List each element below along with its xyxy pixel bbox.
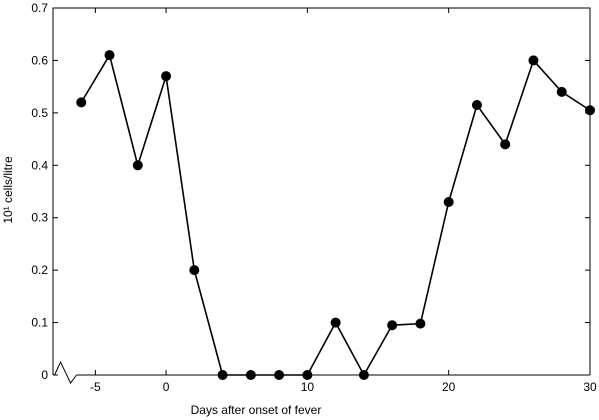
y-tick-label: 0.5 <box>31 106 48 120</box>
data-point <box>189 265 200 276</box>
plot-frame <box>52 7 591 375</box>
y-tick-label: 0.4 <box>31 158 48 172</box>
data-point <box>76 97 87 108</box>
x-axis: -5 0 10 20 30 <box>90 8 597 394</box>
data-point <box>585 105 595 116</box>
data-point <box>104 50 115 61</box>
y-axis-label: 10¹ cells/litre <box>1 156 15 224</box>
y-tick-label: 0.3 <box>31 211 48 225</box>
y-tick-label: 0.2 <box>31 263 48 277</box>
x-tick-label: 20 <box>442 380 456 394</box>
x-tick-label: 10 <box>301 380 315 394</box>
data-point <box>358 370 369 380</box>
data-point <box>330 317 341 328</box>
data-point <box>217 370 228 380</box>
y-tick-label: 0.6 <box>31 53 48 67</box>
y-tick-label: 0.1 <box>31 316 48 330</box>
y-tick-label: 0 <box>41 368 48 382</box>
data-point <box>161 71 172 82</box>
data-point <box>528 55 539 66</box>
data-point <box>387 320 398 331</box>
x-tick-label: 0 <box>163 380 170 394</box>
data-point <box>415 318 426 329</box>
x-axis-label: Days after onset of fever <box>191 403 322 417</box>
y-axis: 0 0.1 0.2 0.3 0.4 0.5 0.6 0.7 <box>31 1 590 382</box>
x-tick-label: -5 <box>90 380 101 394</box>
plot-border <box>52 7 591 375</box>
data-point <box>500 139 511 150</box>
data-point <box>443 196 454 207</box>
data-point <box>274 370 285 380</box>
data-point <box>132 160 143 171</box>
data-points <box>76 50 595 380</box>
data-point <box>556 86 567 97</box>
data-point <box>302 370 313 380</box>
y-tick-label: 0.7 <box>31 1 48 15</box>
data-point <box>471 99 482 110</box>
data-point <box>245 370 256 380</box>
axis-break-mark <box>54 360 77 384</box>
x-tick-label: 30 <box>583 380 597 394</box>
x-axis-break <box>53 360 590 384</box>
